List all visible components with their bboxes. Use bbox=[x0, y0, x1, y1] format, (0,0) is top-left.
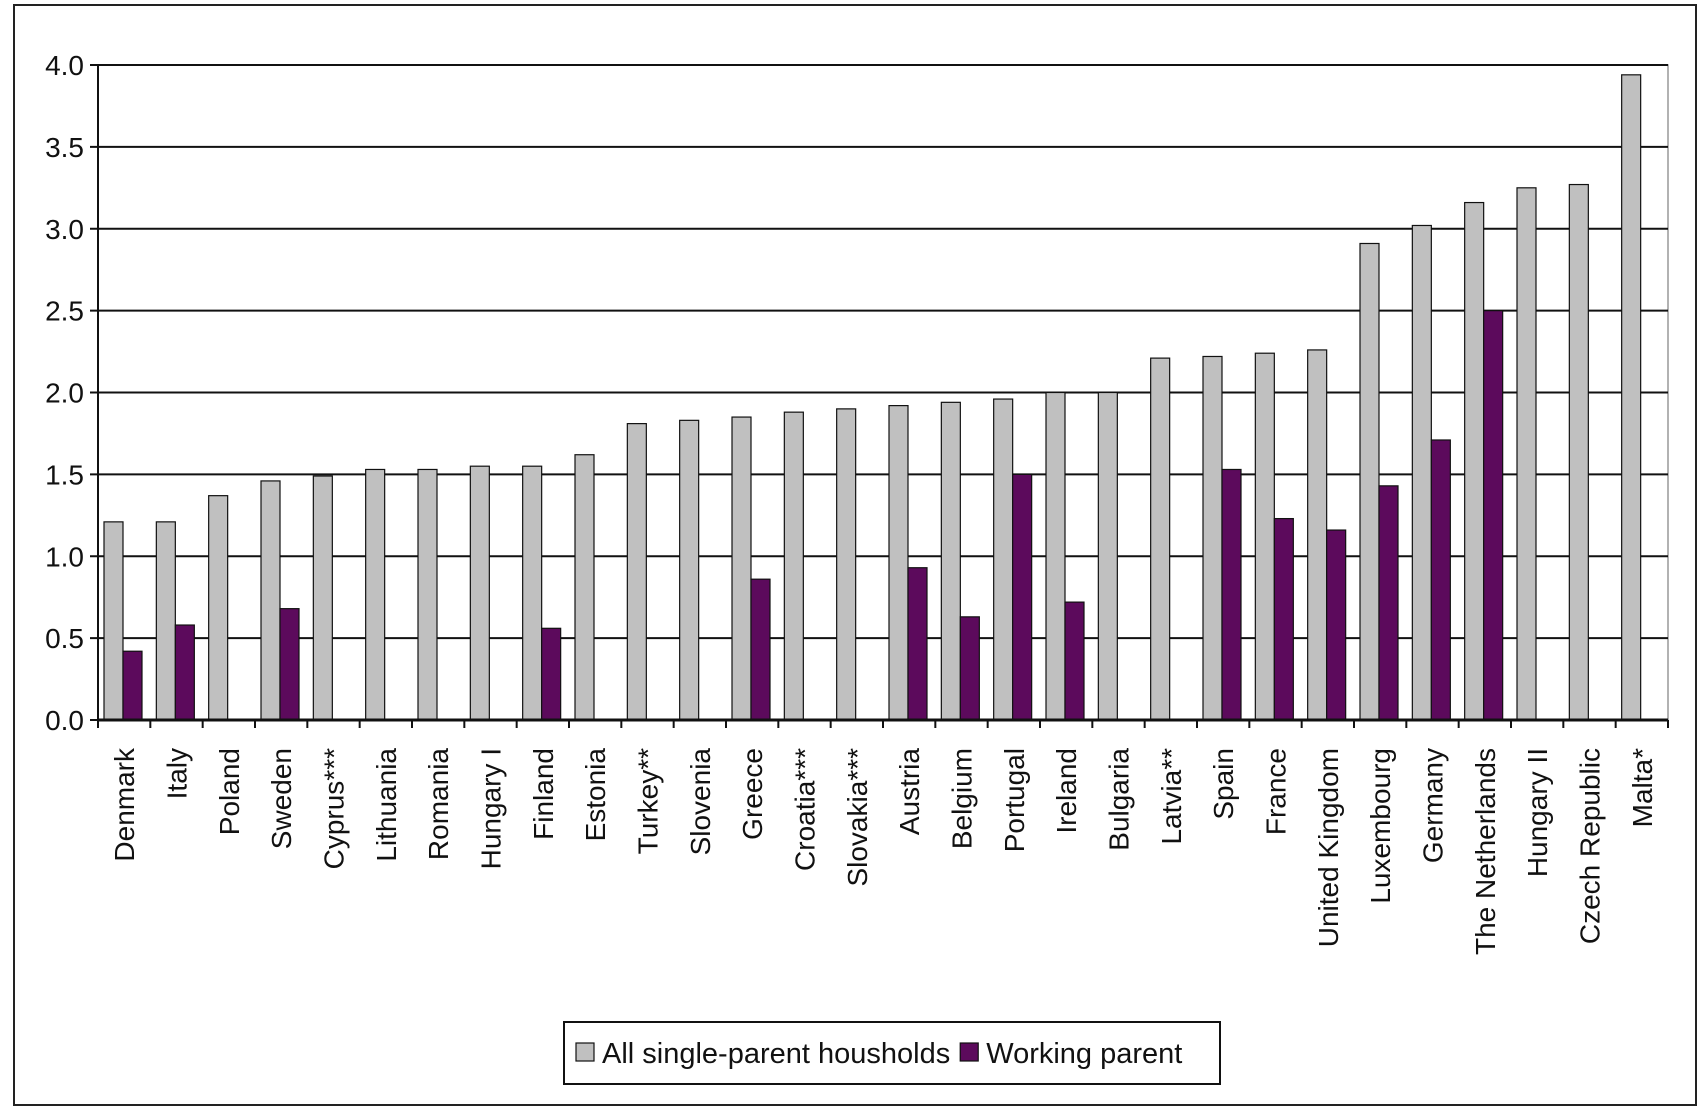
bar-all-single-parent bbox=[469, 465, 490, 721]
bar-all-single-parent bbox=[679, 419, 700, 721]
bar-all-single-parent bbox=[1464, 201, 1485, 721]
legend-label: All single-parent housholds bbox=[602, 1038, 950, 1070]
x-tick-label: Czech Republic bbox=[1575, 748, 1606, 944]
bar-all-single-parent bbox=[1516, 187, 1537, 721]
bar-all-single-parent bbox=[417, 468, 438, 721]
x-tick-label: Turkey** bbox=[633, 748, 664, 854]
bar-all-single-parent bbox=[1307, 349, 1328, 721]
x-tick-label: Denmark bbox=[109, 747, 140, 862]
bar-all-single-parent bbox=[1150, 357, 1171, 721]
x-tick-label: Sweden bbox=[266, 748, 297, 849]
bar-all-single-parent bbox=[312, 475, 333, 721]
bar-all-single-parent bbox=[522, 465, 543, 721]
y-tick-label: 2.0 bbox=[45, 378, 84, 409]
axes bbox=[90, 64, 1669, 728]
x-tick-label: Slovakia*** bbox=[842, 748, 873, 887]
bar-all-single-parent bbox=[365, 468, 386, 721]
bar-working-parent bbox=[122, 650, 143, 721]
x-tick-label: Spain bbox=[1208, 748, 1239, 820]
x-tick-label: Luxembourg bbox=[1365, 748, 1396, 904]
bar-all-single-parent bbox=[993, 398, 1014, 721]
x-tick-label: Lithuania bbox=[371, 748, 402, 862]
x-tick-label: Bulgaria bbox=[1104, 748, 1135, 851]
x-tick-label: Ireland bbox=[1051, 748, 1082, 834]
bar-all-single-parent bbox=[731, 416, 752, 721]
bar-all-single-parent bbox=[940, 401, 961, 721]
bar-all-single-parent bbox=[103, 521, 124, 721]
y-tick-label: 2.5 bbox=[45, 296, 84, 327]
x-tick-label: Romania bbox=[423, 748, 454, 860]
x-tick-label: Belgium bbox=[947, 748, 978, 849]
bar-working-parent bbox=[750, 578, 771, 721]
x-tick-label: Portugal bbox=[999, 748, 1030, 852]
bar-all-single-parent bbox=[1097, 391, 1118, 721]
bar-working-parent bbox=[1378, 485, 1399, 721]
x-tick-label: Finland bbox=[528, 748, 559, 840]
x-tick-label: Hungary I bbox=[476, 748, 507, 869]
x-tick-label: France bbox=[1261, 748, 1292, 835]
x-tick-label: Estonia bbox=[580, 748, 611, 842]
bar-working-parent bbox=[959, 616, 980, 721]
bar-all-single-parent bbox=[574, 454, 595, 721]
bar-working-parent bbox=[907, 567, 928, 721]
x-tick-label: Greece bbox=[737, 748, 768, 840]
bar-working-parent bbox=[174, 624, 195, 721]
bar-working-parent bbox=[1273, 517, 1294, 721]
y-tick-label: 3.5 bbox=[45, 132, 84, 163]
x-tick-label: United Kingdom bbox=[1313, 748, 1344, 947]
bar-all-single-parent bbox=[1045, 391, 1066, 721]
x-tick-label: Malta* bbox=[1627, 748, 1658, 827]
bar-all-single-parent bbox=[1621, 74, 1642, 721]
bar-all-single-parent bbox=[1568, 183, 1589, 721]
bar-all-single-parent bbox=[836, 408, 857, 721]
x-tick-label: Latvia** bbox=[1156, 748, 1187, 845]
bar-working-parent bbox=[1221, 468, 1242, 721]
x-tick-label: Slovenia bbox=[685, 748, 716, 856]
x-tick-labels: Denmark Italy Poland Sweden Cyprus*** Lithuan… bbox=[109, 747, 1658, 955]
x-tick-label: Austria bbox=[894, 748, 925, 836]
legend-swatch bbox=[575, 1042, 595, 1062]
y-tick-label: 4.0 bbox=[45, 50, 84, 81]
bar-all-single-parent bbox=[626, 423, 647, 721]
bars bbox=[103, 74, 1642, 721]
bar-working-parent bbox=[1430, 439, 1451, 721]
x-tick-label: The Netherlands bbox=[1470, 748, 1501, 955]
bar-working-parent bbox=[1012, 473, 1033, 721]
bar-all-single-parent bbox=[1202, 355, 1223, 721]
x-tick-label: Croatia*** bbox=[790, 748, 821, 871]
legend-box bbox=[563, 1021, 1221, 1085]
y-tick-label: 0.0 bbox=[45, 705, 84, 736]
y-tick-label: 1.0 bbox=[45, 541, 84, 572]
bar-all-single-parent bbox=[888, 405, 909, 721]
bar-working-parent bbox=[1326, 529, 1347, 721]
bar-all-single-parent bbox=[1254, 352, 1275, 721]
bar-all-single-parent bbox=[260, 480, 281, 721]
bar-working-parent bbox=[1483, 310, 1504, 721]
bar-working-parent bbox=[279, 608, 300, 721]
x-tick-label: Italy bbox=[162, 748, 193, 799]
y-tick-label: 3.0 bbox=[45, 214, 84, 245]
y-tick-label: 0.5 bbox=[45, 623, 84, 654]
bar-all-single-parent bbox=[783, 411, 804, 721]
legend: All single-parent housholds Working paren… bbox=[563, 1021, 1221, 1085]
x-tick-label: Germany bbox=[1418, 748, 1449, 863]
legend-label: Working parent bbox=[986, 1038, 1182, 1070]
bar-all-single-parent bbox=[155, 521, 176, 721]
bar-working-parent bbox=[541, 627, 562, 721]
bar-all-single-parent bbox=[208, 495, 229, 721]
bar-working-parent bbox=[1064, 601, 1085, 721]
y-tick-labels: 0.0 0.5 1.0 1.5 2.0 2.5 3.0 3.5 4.0 bbox=[45, 50, 84, 736]
x-tick-label: Hungary II bbox=[1522, 748, 1553, 877]
x-tick-label: Poland bbox=[214, 748, 245, 835]
bar-all-single-parent bbox=[1359, 242, 1380, 721]
legend-swatch bbox=[959, 1042, 979, 1062]
x-tick-label: Cyprus*** bbox=[319, 748, 350, 869]
y-tick-label: 1.5 bbox=[45, 459, 84, 490]
bar-all-single-parent bbox=[1411, 224, 1432, 721]
